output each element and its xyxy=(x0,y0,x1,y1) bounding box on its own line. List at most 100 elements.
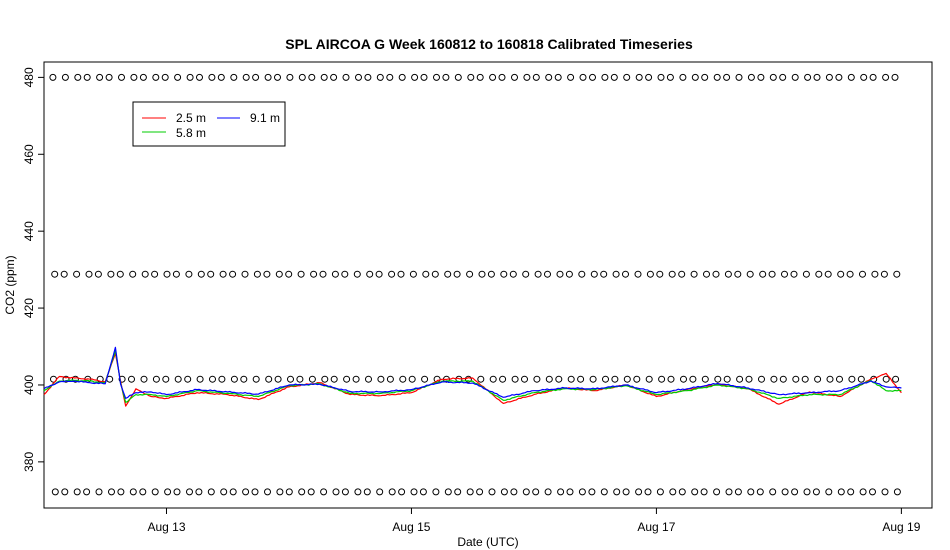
marker-point xyxy=(73,270,81,278)
marker-point xyxy=(590,270,598,278)
marker-point xyxy=(308,375,316,383)
marker-point xyxy=(554,73,562,81)
marker-point xyxy=(230,73,238,81)
y-axis-label: CO2 (ppm) xyxy=(3,255,17,314)
chart-title: SPL AIRCOA G Week 160812 to 160818 Calib… xyxy=(285,36,693,52)
marker-point xyxy=(108,488,115,496)
marker-point xyxy=(152,375,160,383)
marker-point xyxy=(871,270,879,278)
marker-point xyxy=(286,73,294,81)
marker-point xyxy=(74,73,82,81)
marker-point xyxy=(611,375,619,383)
marker-point xyxy=(296,375,304,383)
marker-point xyxy=(341,488,349,496)
marker-point xyxy=(307,488,315,496)
y-tick-label: 460 xyxy=(22,144,36,164)
marker-point xyxy=(521,375,528,383)
marker-point xyxy=(544,270,551,278)
marker-point xyxy=(62,375,70,383)
marker-point xyxy=(667,375,675,383)
marker-point xyxy=(509,270,517,278)
marker-point xyxy=(557,488,565,496)
marker-point xyxy=(601,73,609,81)
marker-point xyxy=(308,73,316,81)
marker-point xyxy=(511,73,518,81)
marker-point xyxy=(466,270,474,278)
marker-point xyxy=(275,270,283,278)
marker-point xyxy=(364,73,372,81)
marker-point xyxy=(623,375,631,383)
marker-point xyxy=(353,270,361,278)
marker-point xyxy=(128,375,135,383)
marker-point xyxy=(511,375,519,383)
marker-point xyxy=(701,73,709,81)
marker-point xyxy=(116,270,124,278)
marker-point xyxy=(846,270,854,278)
marker-point xyxy=(579,73,587,81)
marker-point xyxy=(567,375,575,383)
legend: 2.5 m 5.8 m 9.1 m xyxy=(132,101,286,147)
marker-point xyxy=(161,73,169,81)
marker-point xyxy=(578,488,586,496)
marker-point xyxy=(454,73,462,81)
y-tick-label: 440 xyxy=(22,221,36,241)
marker-point xyxy=(860,73,868,81)
marker-point xyxy=(645,375,653,383)
marker-point xyxy=(421,375,429,383)
marker-point xyxy=(500,488,508,496)
marker-point xyxy=(779,73,787,81)
marker-point xyxy=(869,488,876,496)
marker-point xyxy=(342,73,350,81)
marker-point xyxy=(197,270,205,278)
marker-point xyxy=(253,270,261,278)
series-line-9-1m xyxy=(43,346,902,399)
marker-point xyxy=(804,73,812,81)
marker-point xyxy=(814,375,822,383)
marker-point xyxy=(545,73,553,81)
marker-point xyxy=(264,73,272,81)
marker-point xyxy=(242,73,250,81)
marker-point xyxy=(645,73,653,81)
marker-point xyxy=(61,488,69,496)
marker-point xyxy=(824,270,832,278)
marker-point xyxy=(376,488,384,496)
marker-point xyxy=(196,73,203,81)
marker-point xyxy=(297,270,305,278)
marker-point xyxy=(723,375,731,383)
marker-point xyxy=(320,73,328,81)
marker-point xyxy=(792,375,800,383)
marker-point xyxy=(83,73,91,81)
marker-point xyxy=(321,375,329,383)
marker-point xyxy=(287,375,294,383)
marker-point xyxy=(847,488,855,496)
marker-point xyxy=(713,488,721,496)
marker-point xyxy=(724,270,732,278)
marker-point xyxy=(723,73,731,81)
legend-label-2-5m: 2.5 m xyxy=(176,111,206,125)
marker-point xyxy=(386,375,394,383)
marker-point xyxy=(209,375,216,383)
y-tick-label: 400 xyxy=(22,375,36,395)
marker-point xyxy=(613,488,621,496)
marker-point xyxy=(330,73,338,81)
marker-point xyxy=(229,270,237,278)
marker-point xyxy=(803,488,811,496)
marker-point xyxy=(242,488,250,496)
y-tick-label: 480 xyxy=(22,67,36,87)
marker-point xyxy=(892,375,900,383)
marker-point xyxy=(635,488,643,496)
marker-point xyxy=(691,73,699,81)
marker-point xyxy=(185,270,193,278)
marker-point xyxy=(408,375,416,383)
marker-point xyxy=(129,270,137,278)
marker-point xyxy=(319,270,327,278)
marker-point xyxy=(747,488,755,496)
marker-point xyxy=(365,375,372,383)
marker-point xyxy=(285,270,293,278)
marker-point xyxy=(801,375,809,383)
marker-point xyxy=(533,375,541,383)
marker-point xyxy=(420,73,428,81)
marker-point xyxy=(174,375,182,383)
marker-point xyxy=(759,270,767,278)
marker-point xyxy=(220,488,228,496)
